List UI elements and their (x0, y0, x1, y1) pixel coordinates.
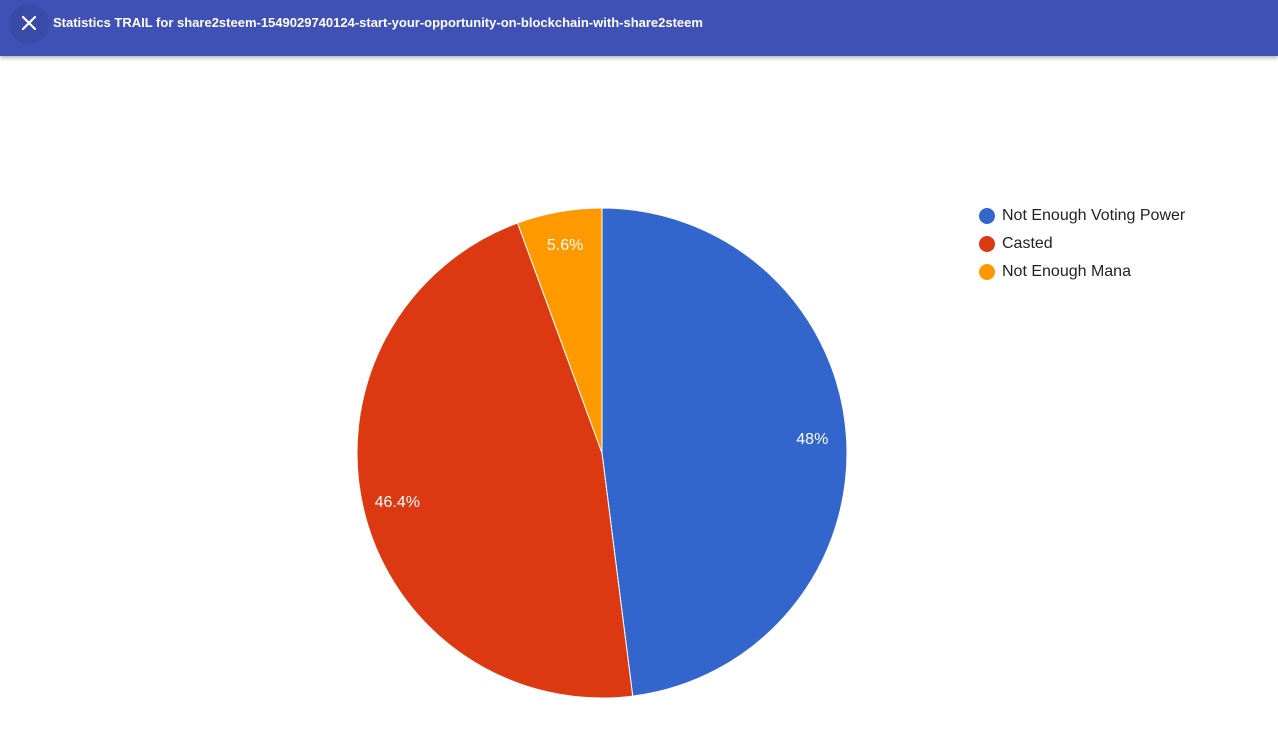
legend-label: Not Enough Mana (1002, 263, 1131, 280)
close-icon (21, 15, 37, 31)
pie-slice (601, 207, 848, 697)
slice-label: 48% (796, 431, 828, 448)
slice-label: 5.6% (547, 237, 583, 254)
legend-label: Not Enough Voting Power (1002, 207, 1186, 224)
close-button[interactable] (9, 4, 49, 44)
legend-label: Casted (1002, 235, 1053, 252)
app-bar: Statistics TRAIL for share2steem-1549029… (0, 0, 1278, 56)
legend-swatch (979, 236, 995, 252)
legend-swatch (979, 208, 995, 224)
slice-label: 46.4% (375, 494, 420, 511)
pie-slice (516, 207, 603, 454)
pie-chart: 48% 46.4% 5.6% Not Enough Voting Power Caste… (356, 207, 1186, 699)
legend-swatch (979, 264, 995, 280)
pie-slice (356, 222, 634, 699)
dialog-title: Statistics TRAIL for share2steem-1549029… (53, 15, 703, 30)
